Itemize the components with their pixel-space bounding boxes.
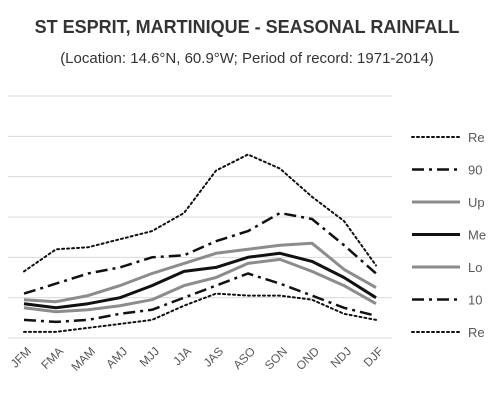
series-line-3 [23, 251, 377, 310]
legend-label: Up [468, 195, 485, 210]
legend-label: Re [468, 325, 485, 340]
series-line-4 [23, 257, 377, 314]
series-line-1 [23, 211, 377, 295]
series-line-5 [23, 272, 377, 324]
series-line-0 [23, 153, 377, 273]
legend: Re 90 Up Me Lo 10 Re [411, 130, 486, 340]
chart-title: ST ESPRIT, MARTINIQUE - SEASONAL RAINFAL… [35, 17, 460, 37]
chart-subtitle: (Location: 14.6°N, 60.9°W; Period of rec… [60, 50, 434, 67]
legend-label: Re [468, 130, 485, 145]
series-lines [23, 153, 377, 333]
legend-label: 90 [468, 163, 482, 178]
series-line-2 [23, 241, 377, 304]
series-line-6 [23, 292, 377, 333]
legend-label: Me [468, 228, 486, 243]
legend-label: Lo [468, 260, 482, 275]
legend-label: 10 [468, 293, 482, 308]
